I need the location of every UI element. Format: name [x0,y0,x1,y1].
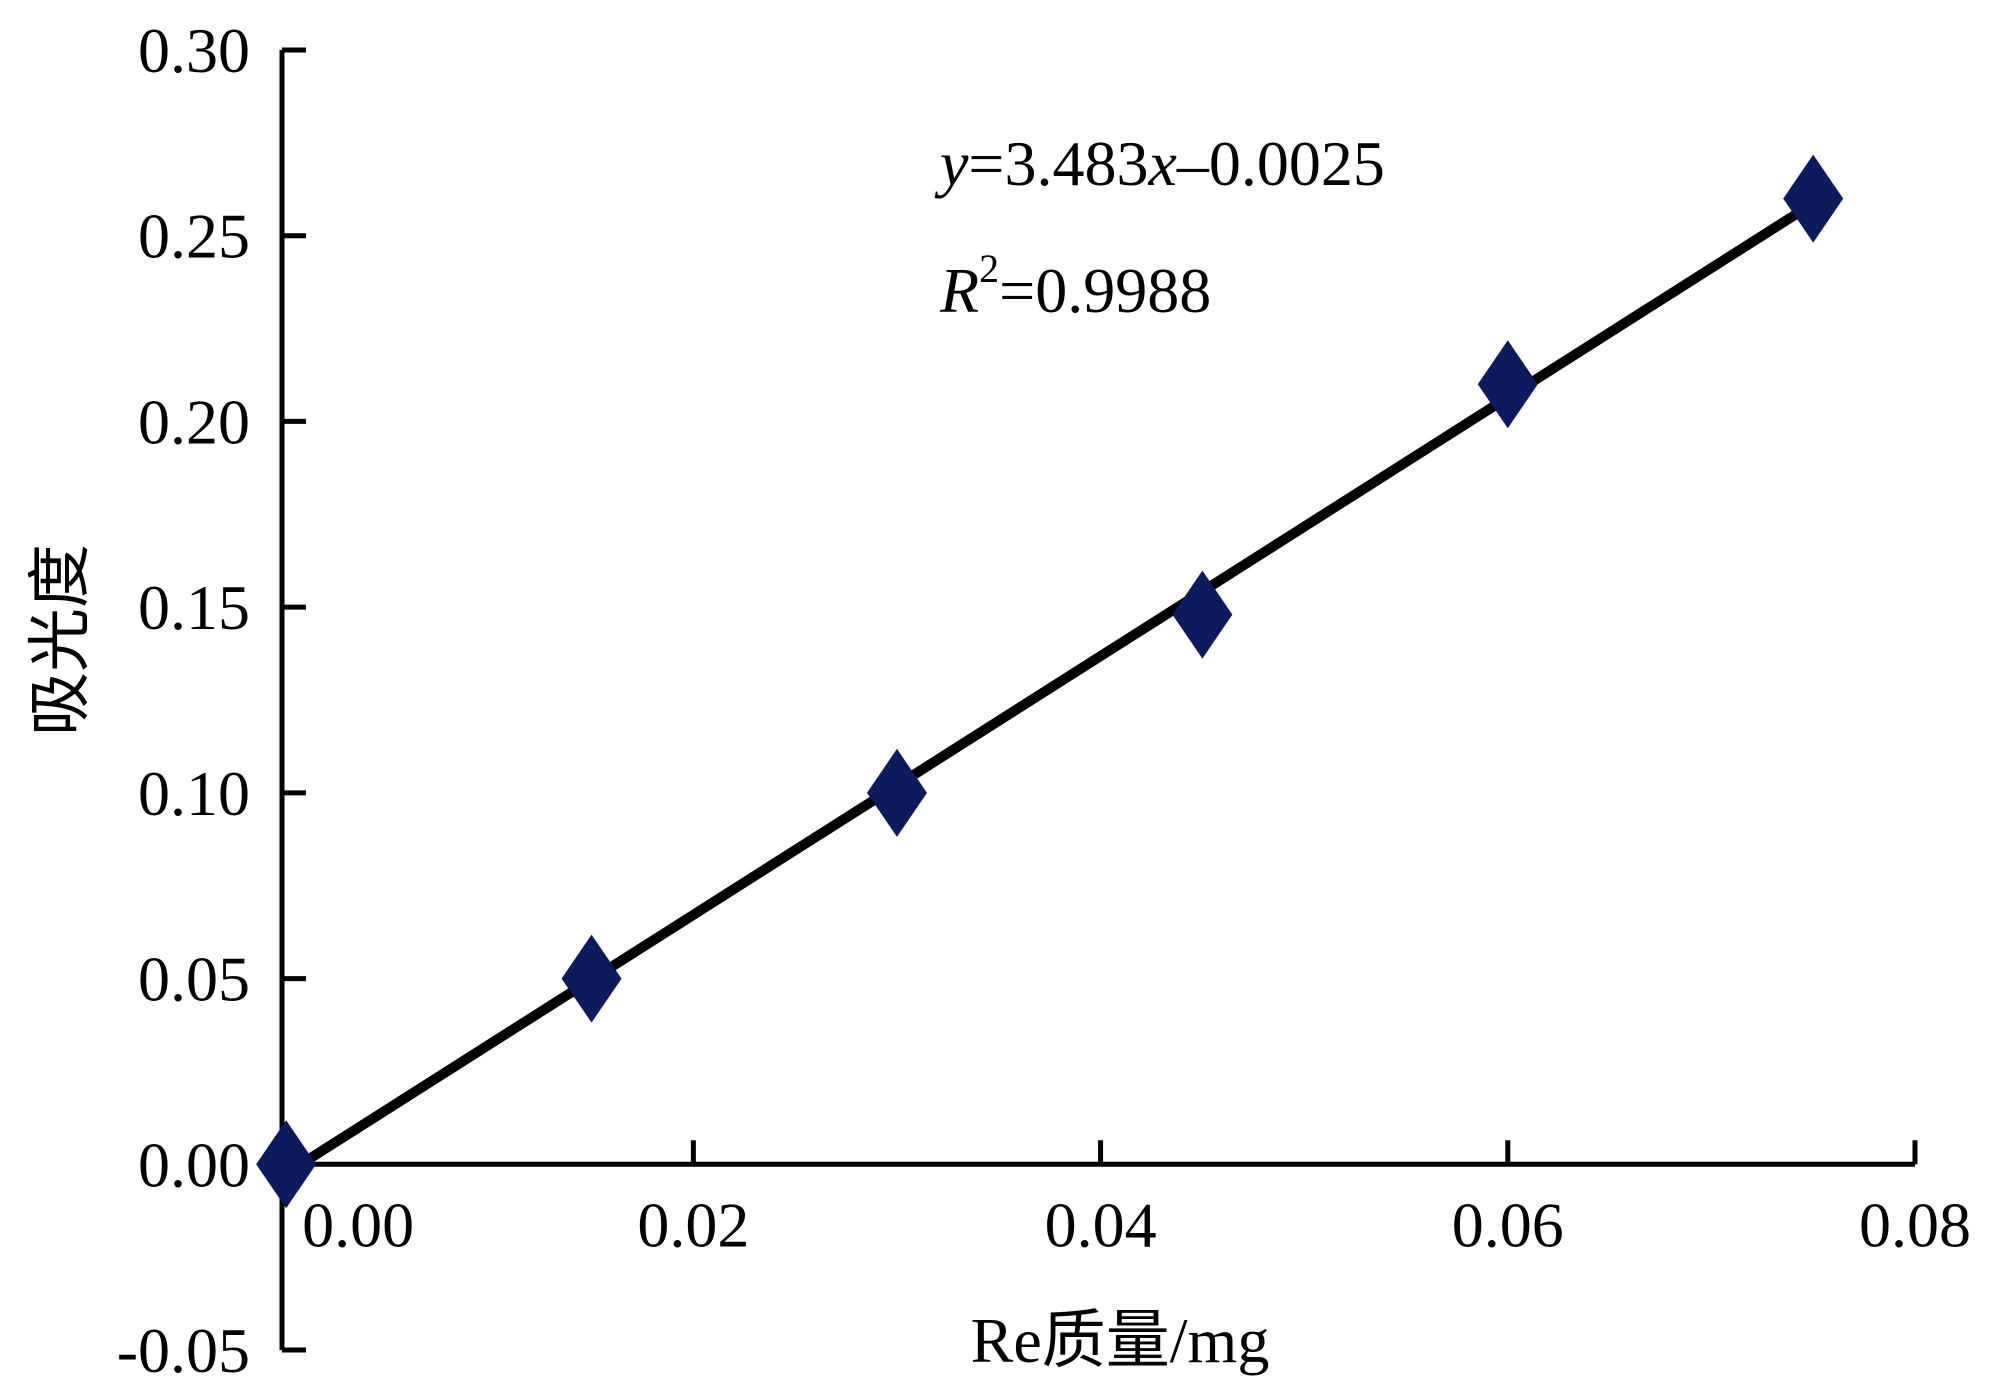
y-tick-label-1: 0.00 [138,1129,250,1200]
data-point-3 [1172,570,1233,659]
x-tick-label-0: 0.00 [302,1189,414,1260]
y-tick-label-0: -0.05 [117,1315,250,1376]
y-tick-label-4: 0.15 [138,572,250,643]
regression-equation: y=3.483x–0.0025 [934,128,1385,199]
eq-x-symbol: x [1148,128,1177,199]
data-points [256,154,1844,1209]
x-tick-label-2: 0.04 [1045,1189,1157,1260]
y-tick-label-7: 0.30 [138,15,250,86]
y-ticks: -0.05 0.00 0.05 0.10 0.15 0.20 0.25 0.30 [117,15,306,1376]
y-tick-label-3: 0.10 [138,758,250,829]
r-symbol: R [939,255,979,326]
data-point-5 [1783,154,1844,243]
eq-y-symbol: y [934,128,969,199]
data-point-0 [256,1120,317,1209]
eq-intercept: –0.0025 [1176,128,1385,199]
eq-slope: =3.483 [968,128,1148,199]
x-tick-label-4: 0.08 [1859,1189,1971,1260]
data-point-4 [1477,340,1538,429]
r-superscript: 2 [979,246,999,291]
y-tick-label-5: 0.20 [138,386,250,457]
trendline-group [299,191,1829,1167]
y-axis-label: 吸光度 [25,544,96,736]
x-tick-label-1: 0.02 [637,1189,749,1260]
x-ticks: 0.00 0.02 0.04 0.06 0.08 [302,1140,1971,1260]
r-squared-value: =0.9988 [999,255,1211,326]
x-tick-label-3: 0.06 [1452,1189,1564,1260]
data-point-1 [561,934,622,1023]
trendline [299,191,1829,1167]
r-squared: R2=0.9988 [939,246,1211,326]
x-axis-label: Re质量/mg [971,1305,1270,1376]
data-point-2 [866,748,927,837]
y-tick-label-6: 0.25 [138,201,250,272]
y-tick-label-2: 0.05 [138,944,250,1015]
